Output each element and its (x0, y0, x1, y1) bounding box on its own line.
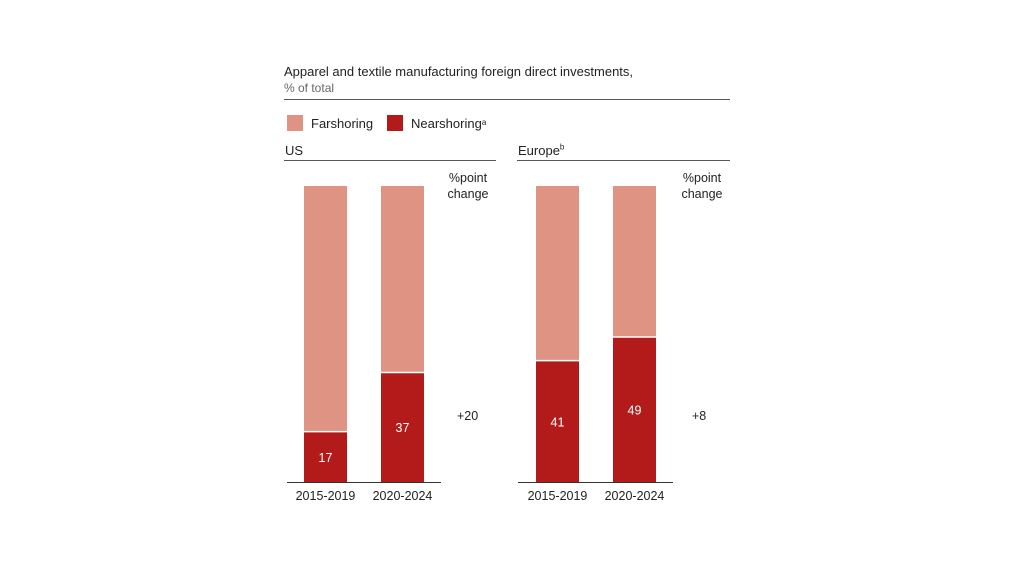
panel-title-europe-label: Europe (518, 143, 560, 158)
panel-title-us: US (285, 143, 303, 158)
chart-subtitle: % of total (284, 81, 335, 95)
tick-label-europe-2015-2019: 2015-2019 (528, 489, 588, 503)
tick-label-europe-2020-2024: 2020-2024 (605, 489, 665, 503)
bar-farshoring-europe-2015-2019 (536, 186, 579, 361)
panel-title-europe: Europeb (518, 143, 564, 158)
bar-nearshoring-europe-2015-2019 (536, 360, 579, 482)
change-header-us: %point change (441, 170, 495, 202)
legend-nearshoring: Nearshoring a (387, 115, 486, 131)
bar-nearshoring-us-2020-2024 (381, 372, 424, 482)
data-label-europe-2015-2019: 41 (551, 415, 565, 429)
panel-rule-us (284, 160, 496, 161)
change-header-us-line2: change (447, 187, 489, 201)
legend-swatch-nearshoring (387, 115, 403, 131)
change-value-us: +20 (457, 409, 479, 423)
tick-label-us-2020-2024: 2020-2024 (373, 489, 433, 503)
change-header-us-line1: %point (448, 171, 488, 185)
title-rule (284, 99, 730, 100)
bar-nearshoring-europe-2020-2024 (613, 336, 656, 482)
chart-title: Apparel and textile manufacturing foreig… (284, 64, 634, 79)
change-header-europe: %point change (674, 170, 730, 202)
change-header-europe-line1: %point (682, 171, 722, 185)
legend-label-farshoring: Farshoring (311, 115, 374, 131)
tick-label-us-2015-2019: 2015-2019 (296, 489, 356, 503)
change-value-europe: +8 (692, 409, 707, 423)
bar-farshoring-us-2020-2024 (381, 186, 424, 373)
data-label-us-2020-2024: 37 (396, 421, 410, 435)
bar-nearshoring-us-2015-2019 (304, 431, 347, 482)
bar-farshoring-us-2015-2019 (304, 186, 347, 432)
legend-swatch-farshoring (287, 115, 303, 131)
panel-rule-europe (517, 160, 730, 161)
panel-title-europe-sup: b (559, 142, 565, 152)
data-label-europe-2020-2024: 49 (628, 403, 642, 417)
data-label-us-2015-2019: 17 (319, 451, 333, 465)
change-header-europe-line2: change (681, 187, 723, 201)
bar-farshoring-europe-2020-2024 (613, 186, 656, 337)
legend-farshoring: Farshoring (287, 115, 373, 131)
legend-label-nearshoring: Nearshoring (411, 115, 482, 131)
panel-title-us-label: US (285, 143, 304, 158)
